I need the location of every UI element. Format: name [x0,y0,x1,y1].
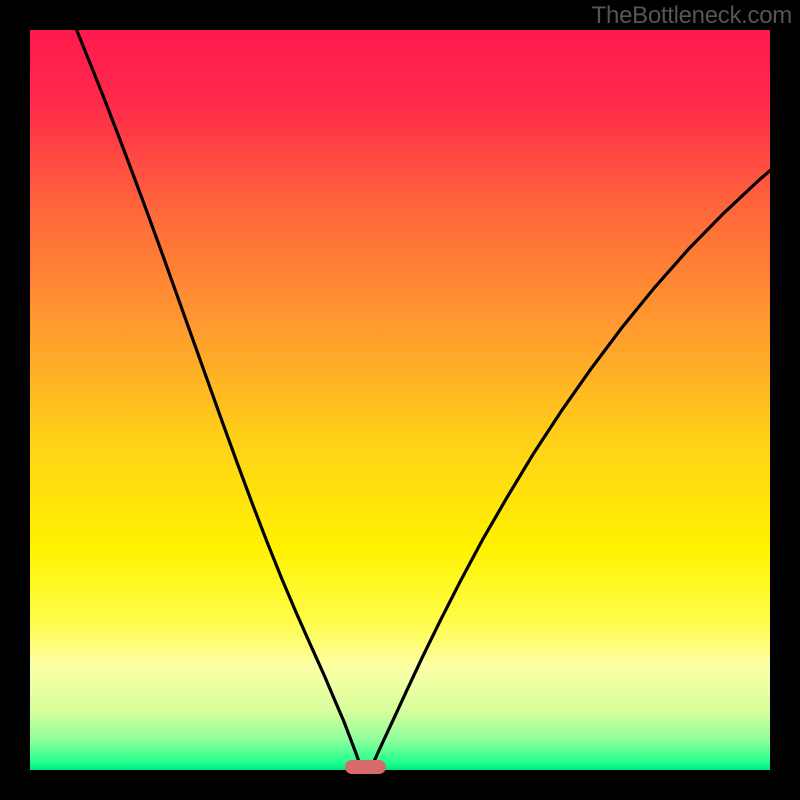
figure-container: TheBottleneck.com [0,0,800,800]
optimum-marker [345,760,386,775]
plot-background-gradient [30,30,770,770]
watermark-text: TheBottleneck.com [592,2,792,30]
